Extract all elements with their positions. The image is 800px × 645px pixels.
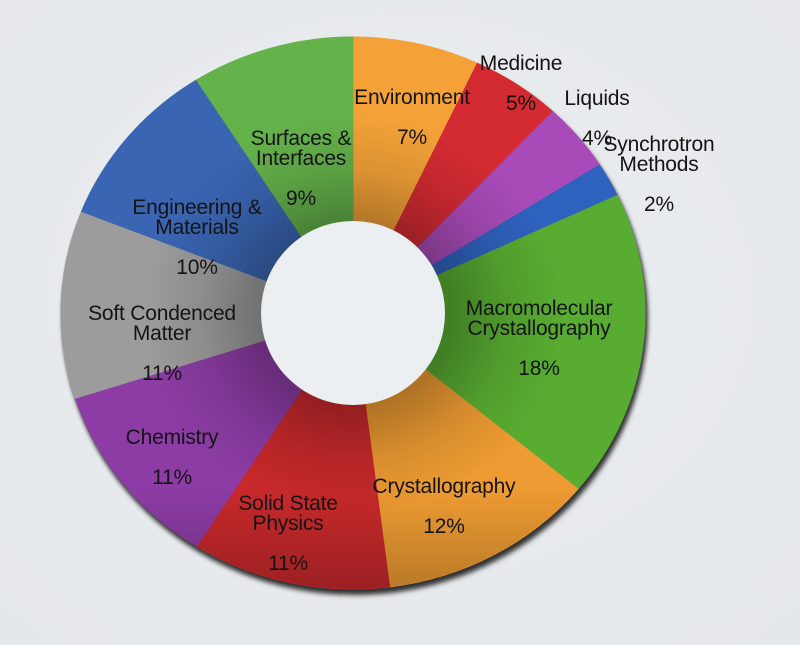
donut-hole (261, 221, 445, 405)
pie-group (60, 36, 646, 590)
